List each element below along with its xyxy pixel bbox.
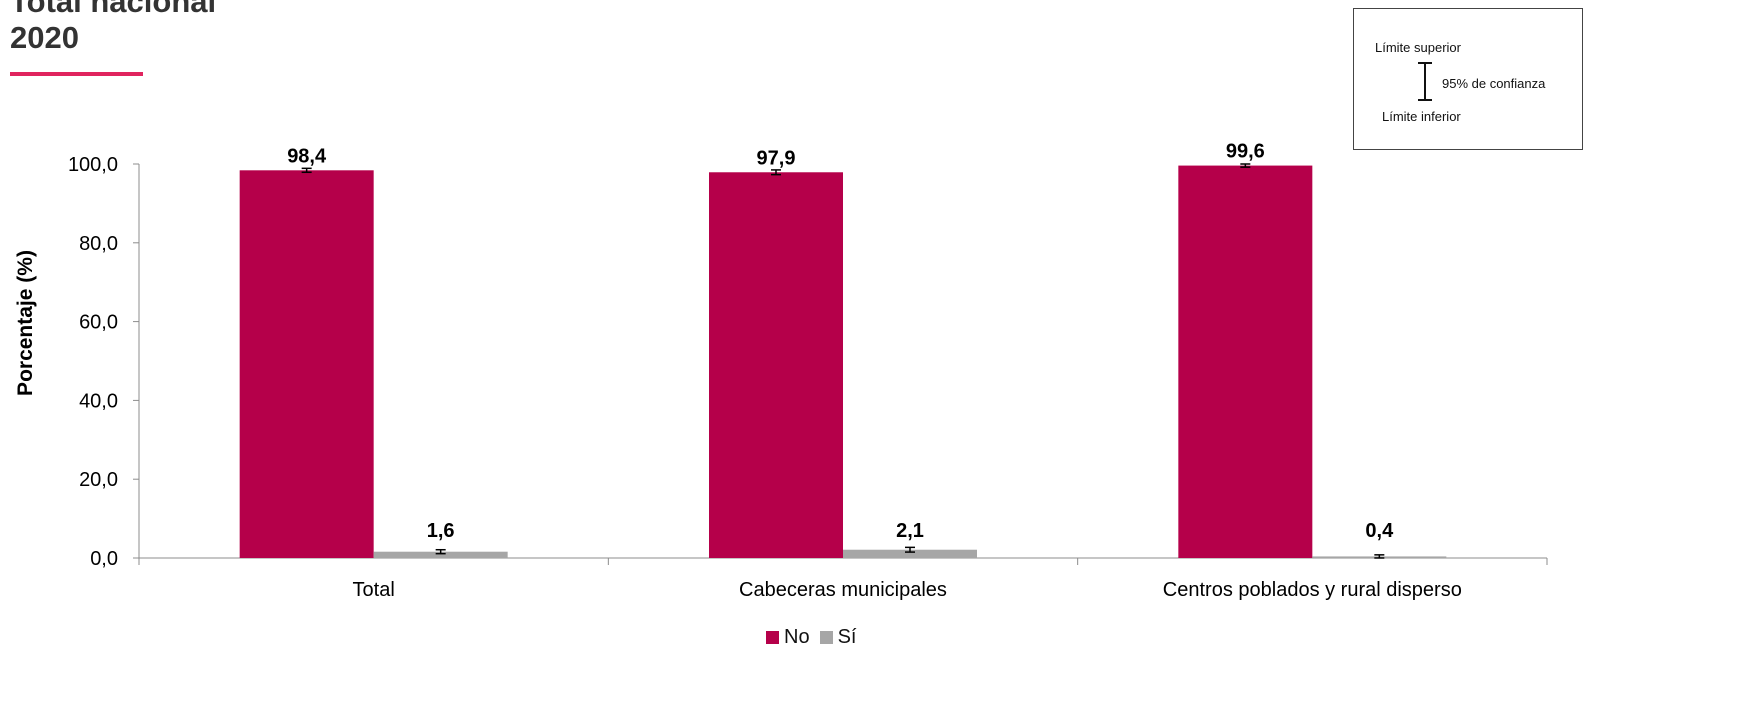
x-tick-label: Total [353,579,395,601]
interval-icon-stem [1424,62,1426,101]
y-axis-title: Porcentaje (%) [14,250,37,396]
y-axis: 0,0 20,0 40,0 60,0 80,0 100,0 [68,154,140,570]
legend-swatch-si [819,631,833,644]
interval-icon-bottom-cap [1418,99,1432,101]
chart-title: Total nacional 2020 [10,0,216,56]
legend-swatch-no [766,631,779,644]
y-tick-label: 0,0 [90,548,118,570]
y-tick-label: 100,0 [68,154,118,176]
bar-no [239,170,374,558]
bar-no [1178,165,1313,559]
data-label: 0,4 [1365,520,1394,542]
data-label: 99,6 [1226,141,1265,163]
y-tick-label: 20,0 [79,469,118,491]
x-tick-label: Centros poblados y rural disperso [1163,579,1462,601]
chart-title-line-2: 2020 [10,20,79,55]
interval-icon-top-cap [1418,62,1432,64]
confidence-level-label: 95% de confianza [1442,76,1546,91]
bar-si [843,549,977,558]
chart-title-line-1: Total nacional [10,0,217,19]
x-axis: Total Cabeceras municipales Centros poblad… [138,557,1548,601]
y-tick-label: 80,0 [79,233,118,255]
bars: 98,4 97,9 99,6 1,6 2,1 0,4 [239,141,1447,559]
upper-limit-label: Límite superior [1375,40,1461,55]
title-underline [10,72,143,76]
data-label: 98,4 [287,145,327,167]
bar-no [709,172,843,559]
legend: No Sí [766,626,866,649]
legend-label-si: Sí [837,626,857,648]
legend-item-si: Sí [819,626,857,649]
data-label: 2,1 [896,520,924,542]
lower-limit-label: Límite inferior [1382,109,1461,124]
legend-label-no: No [784,626,810,648]
bar-si [373,551,508,558]
y-tick-label: 60,0 [79,312,118,334]
y-tick-label: 40,0 [79,390,118,412]
x-tick-label: Cabeceras municipales [739,579,947,601]
data-label: 1,6 [427,520,455,542]
data-label: 97,9 [757,147,796,169]
legend-item-no: No [766,626,810,649]
confidence-interval-note: Límite superior 95% de confianza Límite … [1353,8,1583,150]
